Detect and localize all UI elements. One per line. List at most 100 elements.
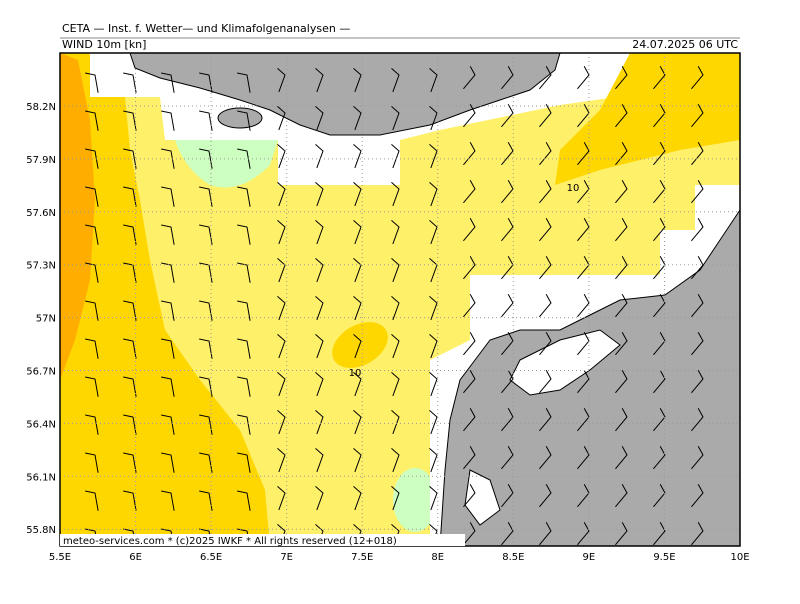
wind-barb [277,486,286,511]
wind-barb [161,452,175,473]
wind-barb [615,369,628,394]
wind-barb [123,452,137,473]
wind-barb [429,296,438,321]
wind-barb [429,372,438,397]
wind-barb [391,144,400,169]
wind-barb [429,448,438,473]
wind-barb [161,224,175,245]
wind-barb [615,483,628,508]
wind-barb [353,144,362,169]
grid [60,53,740,546]
wind-barb [501,369,514,394]
wind-barb [391,334,400,359]
wind-barb [237,338,251,359]
wind-barb [539,369,552,394]
wind-barb [277,182,286,207]
wind-barb [123,110,137,131]
wind-barb [539,65,552,90]
wind-barb [85,338,99,359]
wind-band-mid [60,53,270,546]
wind-barb [391,448,400,473]
footer-box [60,534,465,546]
wind-barb [463,103,476,128]
wind-barb [463,407,476,432]
wind-barb [463,179,476,204]
wind-barb [429,68,438,93]
wind-barb [501,445,514,470]
wind-barb [277,296,286,321]
wind-barb [161,110,175,131]
wind-barb [577,141,590,166]
wind-barb [353,296,362,321]
wind-barb [653,407,666,432]
wind-barb [199,490,213,511]
wind-barb [277,220,286,245]
wind-barb [691,407,704,432]
wind-barb [237,110,251,131]
wind-barb [315,372,324,397]
wind-barb [199,452,213,473]
wind-barb [539,445,552,470]
wind-barb [539,217,552,242]
wind-barb [463,483,476,508]
wind-barb [277,106,286,131]
wind-barb [315,410,324,435]
wind-barb [353,448,362,473]
wind-barb [315,68,324,93]
wind-barb [123,186,137,207]
wind-barb [429,106,438,131]
wind-barb [161,186,175,207]
wind-barb [277,410,286,435]
y-tick-label: 56.4N [26,419,56,430]
y-tick-label: 55.8N [26,525,56,536]
wind-barb [615,255,628,280]
wind-barb [615,445,628,470]
wind-barb [161,490,175,511]
wind-barb [391,220,400,245]
wind-barb [463,217,476,242]
wind-barb [501,141,514,166]
wind-barb [463,65,476,90]
wind-barb [463,293,476,318]
wind-barb [199,300,213,321]
wind-barb [539,255,552,280]
wind-barb [653,445,666,470]
wind-barb [539,521,552,546]
wind-barb [463,369,476,394]
x-tick-label: 6.5E [200,552,222,563]
wind-barb [577,445,590,470]
wind-barb [539,331,552,356]
wind-barb [615,217,628,242]
wind-barb [353,220,362,245]
plot-area [60,53,740,546]
wind-barb [353,372,362,397]
wind-barb [577,65,590,90]
wind-barb [161,262,175,283]
wind-barb [123,224,137,245]
wind-barb [123,148,137,169]
wind-barb [691,103,704,128]
wind-barb [539,179,552,204]
wind-barb [653,65,666,90]
wind-barb [463,141,476,166]
fjord [464,469,501,526]
valid-time: 24.07.2025 06 UTC [632,38,738,51]
y-tick-label: 56.7N [26,367,56,378]
wind-barb [501,217,514,242]
wind-barb [429,334,438,359]
x-tick-label: 9E [583,552,596,563]
wind-barb [391,410,400,435]
wind-barb [85,72,99,93]
land-denmark-sweden [439,209,740,546]
wind-barb [691,445,704,470]
contour-label: 10 [567,183,580,194]
wind-barb [161,338,175,359]
wind-barb [85,300,99,321]
wind-barb [539,141,552,166]
limfjord [509,329,621,396]
wind-barb [391,182,400,207]
wind-barb [199,186,213,207]
wind-barb [237,490,251,511]
wind-barb [199,224,213,245]
